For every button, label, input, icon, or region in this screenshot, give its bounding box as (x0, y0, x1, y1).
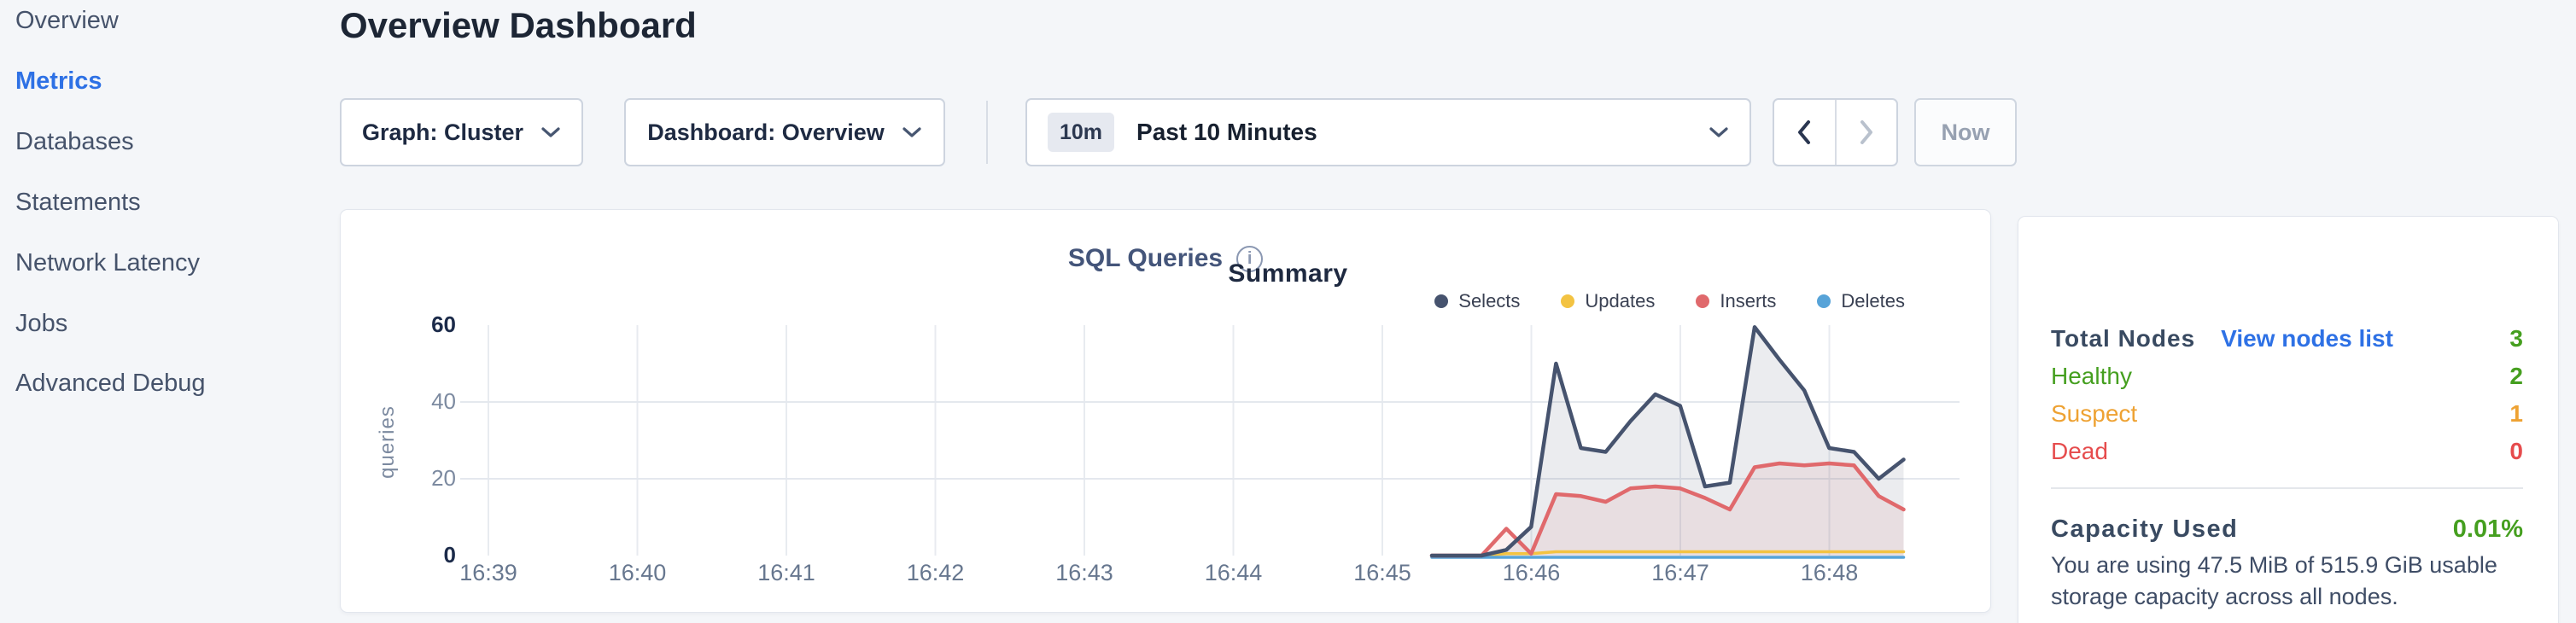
sidebar-item-databases[interactable]: Databases (15, 128, 134, 155)
sidebar-item-advanced-debug[interactable]: Advanced Debug (15, 370, 206, 397)
legend-label: Selects (1458, 290, 1521, 312)
capacity-row: Capacity Used 0.01% (2051, 514, 2523, 544)
summary-row-suspect: Suspect 1 (2051, 399, 2523, 429)
legend-dot-inserts (1696, 294, 1710, 308)
summary-row-label: Dead (2051, 438, 2108, 464)
legend-label: Deletes (1841, 290, 1905, 312)
time-pager (1773, 98, 1898, 166)
legend-item-inserts[interactable]: Inserts (1696, 290, 1776, 312)
time-back-button[interactable] (1774, 100, 1835, 165)
info-icon[interactable]: i (1236, 245, 1264, 272)
legend-item-updates[interactable]: Updates (1561, 290, 1655, 312)
x-axis-tick: 16:41 (757, 560, 815, 585)
now-button[interactable]: Now (1914, 98, 2017, 166)
x-axis-tick: 16:44 (1204, 560, 1263, 585)
legend-dot-selects (1434, 294, 1449, 308)
sidebar-item-statements[interactable]: Statements (15, 189, 141, 216)
x-axis-tick: 16:46 (1502, 560, 1561, 585)
y-axis-tick: 60 (431, 312, 456, 337)
summary-title: Summary (1228, 259, 1348, 288)
legend-label: Inserts (1720, 290, 1777, 312)
chart-legend: Selects Updates Inserts Deletes (1434, 290, 1905, 312)
capacity-label: Capacity Used (2051, 515, 2239, 543)
chevron-right-icon (1860, 120, 1872, 144)
time-range-dropdown[interactable]: 10m Past 10 Minutes (1025, 98, 1751, 166)
x-axis-tick: 16:40 (608, 560, 667, 585)
sidebar-item-network-latency[interactable]: Network Latency (15, 249, 200, 277)
dashboard-label: Dashboard: Overview (647, 119, 885, 145)
time-range-badge: 10m (1048, 113, 1115, 152)
toolbar-divider (986, 101, 988, 164)
sidebar-item-jobs[interactable]: Jobs (15, 310, 68, 337)
x-axis-tick: 16:42 (906, 560, 965, 585)
summary-row-dead: Dead 0 (2051, 436, 2523, 467)
capacity-description: You are using 47.5 MiB of 515.9 GiB usab… (2051, 552, 2497, 609)
time-forward-button[interactable] (1834, 100, 1897, 165)
dashboard-dropdown[interactable]: Dashboard: Overview (624, 98, 945, 166)
x-axis-tick: 16:39 (459, 560, 517, 585)
y-axis-tick: 0 (443, 542, 456, 568)
legend-label: Updates (1585, 290, 1656, 312)
capacity-value: 0.01% (2452, 515, 2523, 543)
time-range-label: Past 10 Minutes (1136, 119, 1317, 145)
summary-panel (2018, 216, 2559, 623)
legend-item-deletes[interactable]: Deletes (1817, 290, 1905, 312)
y-axis-tick: 40 (431, 388, 456, 414)
sql-queries-chart-panel: SQL Queries i Selects Updates Inserts Delet… (340, 209, 1991, 613)
summary-row-value: 3 (2509, 325, 2523, 352)
summary-row-label: Total Nodes (2051, 325, 2196, 352)
summary-row-label: Suspect (2051, 400, 2138, 427)
chevron-down-icon (1709, 127, 1728, 137)
legend-dot-updates (1561, 294, 1575, 308)
summary-divider (2051, 487, 2523, 489)
legend-dot-deletes (1817, 294, 1831, 308)
summary-row-value: 0 (2509, 438, 2523, 464)
x-axis-tick: 16:43 (1055, 560, 1113, 585)
chevron-down-icon (902, 127, 921, 137)
chevron-down-icon (541, 127, 560, 137)
view-nodes-list-link[interactable]: View nodes list (2221, 325, 2393, 352)
chart-title: SQL Queries (1067, 244, 1224, 272)
sql-queries-chart[interactable] (341, 210, 1992, 614)
series-line-inserts (1429, 461, 1906, 558)
series-line-selects (1429, 325, 1906, 558)
y-axis-tick: 20 (431, 465, 456, 491)
legend-item-selects[interactable]: Selects (1434, 290, 1520, 312)
summary-row-total-nodes: Total Nodes View nodes list 3 (2051, 323, 2523, 354)
chevron-left-icon (1798, 120, 1811, 144)
summary-row-value: 2 (2509, 363, 2523, 389)
graph-scope-dropdown[interactable]: Graph: Cluster (340, 98, 583, 166)
summary-row-label: Healthy (2051, 363, 2132, 389)
x-axis-tick: 16:47 (1651, 560, 1709, 585)
sidebar-item-overview[interactable]: Overview (15, 7, 119, 34)
x-axis-tick: 16:48 (1800, 560, 1859, 585)
summary-row-value: 1 (2509, 400, 2523, 427)
summary-row-healthy: Healthy 2 (2051, 361, 2523, 392)
series-line-updates (1430, 550, 1906, 557)
graph-scope-label: Graph: Cluster (361, 119, 524, 145)
page-title: Overview Dashboard (340, 5, 697, 45)
x-axis-tick: 16:45 (1353, 560, 1411, 585)
sidebar-item-metrics[interactable]: Metrics (15, 67, 102, 95)
